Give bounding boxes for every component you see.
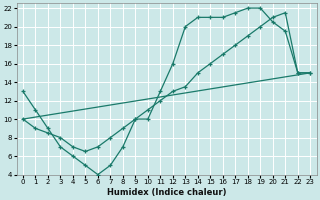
X-axis label: Humidex (Indice chaleur): Humidex (Indice chaleur) <box>107 188 226 197</box>
